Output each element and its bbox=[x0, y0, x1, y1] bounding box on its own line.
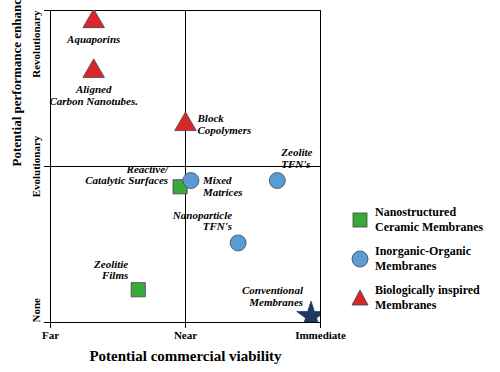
svg-text:Far: Far bbox=[42, 329, 59, 341]
html-text:Biologically inspired Membrane: Biologically inspired Membranes bbox=[375, 283, 480, 312]
svg-text:Reactive/Catalytic Surfaces: Reactive/Catalytic Surfaces bbox=[85, 163, 169, 187]
svg-text:Potential commercial viability: Potential commercial viability bbox=[89, 348, 282, 364]
svg-text:Revolutionary: Revolutionary bbox=[30, 10, 42, 78]
svg-text:Evolutionary: Evolutionary bbox=[30, 135, 42, 197]
svg-text:Near: Near bbox=[174, 329, 197, 341]
html-text:Nanostructured Ceramic Membran: Nanostructured Ceramic Membranes bbox=[375, 205, 484, 234]
svg-text:Aquaporins: Aquaporins bbox=[66, 33, 120, 45]
svg-text:BlockCopolymers: BlockCopolymers bbox=[197, 112, 252, 136]
svg-text:ZeolitieFilms: ZeolitieFilms bbox=[93, 258, 128, 282]
html-text:Inorganic-Organic Membranes: Inorganic-Organic Membranes bbox=[375, 244, 471, 273]
svg-text:MixedMatrices: MixedMatrices bbox=[202, 174, 243, 198]
svg-text:Potential performance enhancem: Potential performance enhancement bbox=[9, 0, 24, 167]
svg-text:AlignedCarbon Nanotubes.: AlignedCarbon Nanotubes. bbox=[49, 83, 138, 107]
svg-text:NanoparticleTFN's: NanoparticleTFN's bbox=[172, 209, 232, 233]
svg-text:None: None bbox=[30, 298, 42, 323]
svg-text:ZeoliteTFN's: ZeoliteTFN's bbox=[280, 146, 312, 170]
svg-text:ConventionalMembranes: ConventionalMembranes bbox=[242, 284, 304, 308]
svg-text:Immediate: Immediate bbox=[295, 329, 346, 341]
